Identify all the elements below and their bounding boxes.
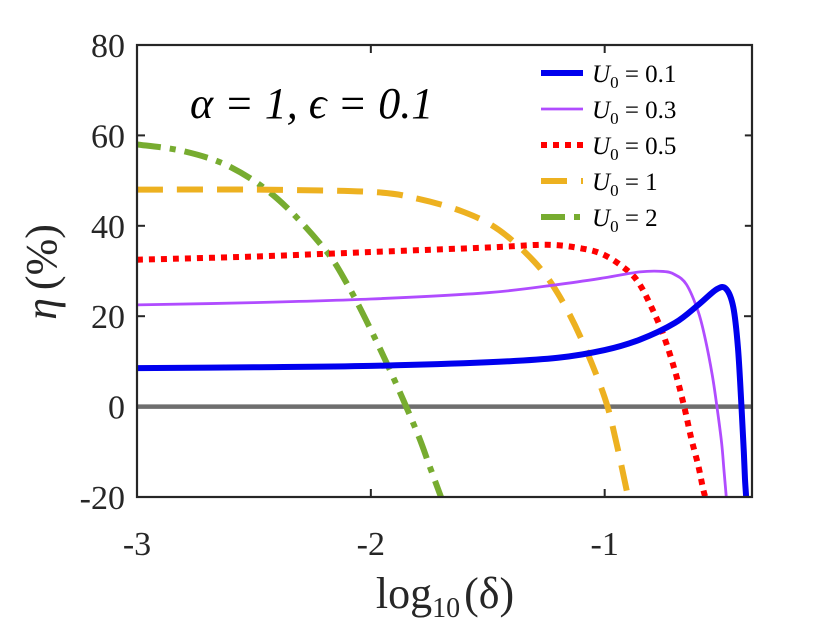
ticks-layer: -3 -2 -1 -20 0 20 40 60 80 (80, 28, 752, 563)
legend-label-4: U0 = 2 (592, 205, 658, 236)
plot-layer (137, 141, 752, 497)
y-axis-label-symbol: η (17, 298, 66, 320)
legend-label-0: U0 = 0.1 (592, 61, 676, 92)
y-tick-label: 40 (91, 209, 125, 246)
series-line-3 (137, 186, 631, 497)
y-tick-label: 20 (91, 299, 125, 336)
x-axis-label: log10(δ) (376, 569, 514, 623)
plot-frame (135, 43, 754, 499)
series-line-2 (137, 241, 709, 497)
series-line-1 (137, 269, 728, 497)
y-tick-label: 0 (108, 390, 125, 427)
x-axis-label-base: log (376, 569, 432, 618)
legend-items: U0 = 0.1 U0 = 0.3 U0 = 0.5 U0 = 1 U0 = 2 (541, 61, 676, 236)
x-axis-label-arg: (δ) (464, 569, 514, 618)
x-tick-label: -1 (591, 526, 619, 563)
y-axis-label-unit: (%) (17, 224, 66, 290)
legend-label-1: U0 = 0.3 (592, 97, 676, 128)
legend: U0 = 0.1 U0 = 0.3 U0 = 0.5 U0 = 1 U0 = 2 (530, 55, 745, 236)
y-tick-label: -20 (80, 480, 125, 517)
series-line-4 (137, 141, 444, 497)
series-group (137, 141, 752, 497)
x-axis-label-sub: 10 (432, 593, 460, 623)
y-tick-label: 60 (91, 118, 125, 155)
legend-label-3: U0 = 1 (592, 169, 658, 200)
annotation: α = 1, ϵ = 0.1 (190, 79, 433, 128)
x-tick-label: -2 (357, 526, 385, 563)
x-tick-label: -3 (123, 526, 151, 563)
legend-label-2: U0 = 0.5 (592, 133, 676, 164)
series-line-0 (137, 283, 750, 497)
y-tick-label: 80 (91, 28, 125, 65)
y-axis-label: η (%) (17, 224, 66, 320)
